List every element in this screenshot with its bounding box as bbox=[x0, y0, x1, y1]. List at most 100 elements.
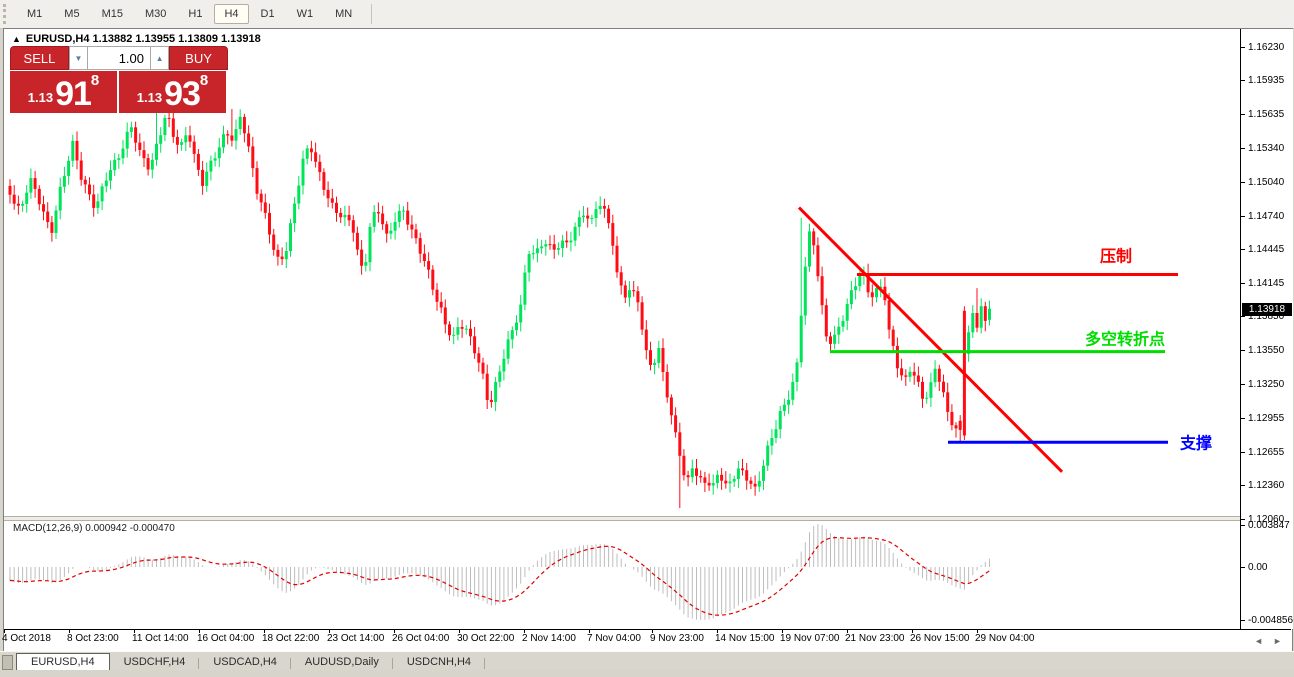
price-axis-label: 1.12955 bbox=[1248, 412, 1285, 424]
macd-axis-label: 0.00 bbox=[1248, 562, 1268, 573]
descending-trendline[interactable] bbox=[797, 206, 1064, 473]
time-tick bbox=[782, 630, 783, 633]
price-tick bbox=[1241, 46, 1245, 48]
tab-eurusd-h4[interactable]: EURUSD,H4 bbox=[16, 653, 110, 671]
volume-input[interactable] bbox=[88, 46, 150, 70]
price-axis-label: 1.14740 bbox=[1248, 210, 1285, 222]
time-axis-label: 26 Nov 15:00 bbox=[910, 633, 970, 644]
scroll-left-icon[interactable]: ◄ bbox=[1254, 636, 1263, 646]
buy-price-display[interactable]: 1.13 93 8 bbox=[119, 71, 226, 113]
tf-button-m15[interactable]: M15 bbox=[101, 8, 123, 20]
price-tick bbox=[1241, 215, 1245, 217]
time-tick bbox=[589, 630, 590, 633]
resistance-label[interactable]: 压制 bbox=[1100, 248, 1132, 266]
price-axis-border bbox=[1240, 29, 1241, 629]
time-tick bbox=[459, 630, 460, 633]
tf-button-h4[interactable]: H4 bbox=[214, 4, 249, 24]
tf-button-m30[interactable]: M30 bbox=[144, 8, 167, 20]
price-axis-label: 1.14145 bbox=[1248, 278, 1285, 289]
macd-tick bbox=[1241, 567, 1245, 568]
tab-usdcnh-h4[interactable]: USDCNH,H4 bbox=[393, 654, 486, 671]
macd-tick bbox=[1241, 524, 1245, 526]
tab-usdchf-h4[interactable]: USDCHF,H4 bbox=[110, 654, 200, 671]
price-tick bbox=[1241, 384, 1245, 386]
price-tick bbox=[1241, 451, 1245, 453]
price-axis-label: 1.12360 bbox=[1248, 480, 1285, 492]
toolbar-grip-handle[interactable] bbox=[3, 4, 10, 24]
chart-title: ▲ EURUSD,H4 1.13882 1.13955 1.13809 1.139… bbox=[12, 33, 261, 45]
price-axis-label: 1.15635 bbox=[1248, 109, 1285, 121]
macd-axis-label: -0.004856 bbox=[1248, 615, 1294, 627]
time-axis-label: 8 Oct 23:00 bbox=[67, 633, 119, 644]
candles bbox=[8, 106, 991, 509]
collapse-triangle-icon[interactable]: ▲ bbox=[12, 34, 21, 44]
tab-usdcad-h4[interactable]: USDCAD,H4 bbox=[199, 654, 291, 671]
status-strip bbox=[0, 670, 1294, 677]
time-axis-label: 18 Oct 22:00 bbox=[262, 633, 320, 644]
time-tick bbox=[134, 630, 135, 633]
tab-separator bbox=[484, 658, 486, 669]
support-label[interactable]: 支撑 bbox=[1179, 433, 1212, 452]
volume-increase-button[interactable]: ▲ bbox=[150, 46, 170, 70]
buy-price-prefix: 1.13 bbox=[136, 90, 163, 105]
sell-price-prefix: 1.13 bbox=[27, 90, 54, 105]
time-tick bbox=[394, 630, 395, 633]
time-axis-label: 9 Nov 23:00 bbox=[650, 633, 704, 644]
time-tick bbox=[69, 630, 70, 633]
window-icon[interactable] bbox=[2, 655, 13, 670]
sell-price-big: 91 bbox=[55, 75, 92, 113]
price-tick bbox=[1241, 181, 1245, 183]
sell-price-display[interactable]: 1.13 91 8 bbox=[10, 71, 117, 113]
timeframe-buttons: M1 M5 M15 M30 H1 H4 D1 W1 MN bbox=[16, 4, 363, 24]
price-tick bbox=[1241, 485, 1245, 487]
tf-button-h1[interactable]: H1 bbox=[188, 8, 203, 20]
price-axis-label: 1.13250 bbox=[1248, 379, 1285, 391]
price-tick bbox=[1241, 417, 1245, 419]
buy-button[interactable]: BUY bbox=[169, 46, 228, 70]
pivot-label[interactable]: 多空转折点 bbox=[1085, 330, 1165, 349]
scroll-right-icon[interactable]: ► bbox=[1273, 636, 1282, 646]
tab-separator bbox=[289, 658, 291, 669]
tf-button-d1[interactable]: D1 bbox=[260, 8, 275, 20]
price-axis[interactable]: 1.16230 1.15935 1.15635 1.15340 1.15040 1.147… bbox=[1241, 29, 1293, 629]
tf-button-m1[interactable]: M1 bbox=[27, 8, 43, 20]
time-axis-label: 4 Oct 2018 bbox=[2, 633, 51, 644]
time-axis-label: 23 Oct 14:00 bbox=[327, 633, 385, 644]
price-axis-label: 1.12655 bbox=[1248, 446, 1285, 458]
sell-button[interactable]: SELL bbox=[10, 46, 69, 70]
macd-axis-label: 0.003847 bbox=[1248, 519, 1290, 531]
time-tick bbox=[264, 630, 265, 633]
time-tick bbox=[199, 630, 200, 633]
time-tick bbox=[977, 630, 978, 633]
volume-decrease-button[interactable]: ▼ bbox=[68, 46, 88, 70]
price-tick bbox=[1241, 350, 1245, 352]
price-tick bbox=[1241, 114, 1245, 116]
time-tick bbox=[912, 630, 913, 633]
tf-button-m5[interactable]: M5 bbox=[64, 8, 80, 20]
price-tick bbox=[1241, 283, 1245, 284]
price-axis-label: 1.15040 bbox=[1248, 176, 1285, 188]
tf-button-w1[interactable]: W1 bbox=[296, 8, 314, 20]
macd-indicator-panel[interactable] bbox=[8, 520, 1240, 628]
horizontal-scroll-arrows: ◄ ► bbox=[1246, 634, 1290, 648]
time-axis-label: 2 Nov 14:00 bbox=[522, 633, 576, 644]
time-tick bbox=[717, 630, 718, 633]
panel-splitter[interactable] bbox=[4, 516, 1241, 521]
price-axis-label: 1.13550 bbox=[1248, 345, 1285, 357]
one-click-trading-panel: SELL ▼ ▲ BUY 1.13 91 8 1.13 93 8 bbox=[10, 46, 228, 113]
tf-button-mn[interactable]: MN bbox=[335, 8, 353, 20]
current-price-tag: 1.13918 bbox=[1242, 302, 1292, 316]
time-axis[interactable]: 4 Oct 2018 8 Oct 23:00 11 Oct 14:00 16 Oct … bbox=[2, 630, 1241, 650]
time-axis-label: 30 Oct 22:00 bbox=[457, 633, 515, 644]
buy-price-sup: 8 bbox=[199, 72, 209, 89]
time-tick bbox=[4, 630, 5, 633]
time-tick bbox=[847, 630, 848, 633]
time-tick bbox=[652, 630, 653, 633]
toolbar-separator bbox=[371, 4, 373, 24]
price-axis-label: 1.12060 bbox=[1248, 514, 1285, 526]
tab-audusd-daily[interactable]: AUDUSD,Daily bbox=[291, 654, 393, 671]
time-axis-label: 11 Oct 14:00 bbox=[132, 633, 189, 644]
time-axis-label: 14 Nov 15:00 bbox=[715, 633, 775, 644]
